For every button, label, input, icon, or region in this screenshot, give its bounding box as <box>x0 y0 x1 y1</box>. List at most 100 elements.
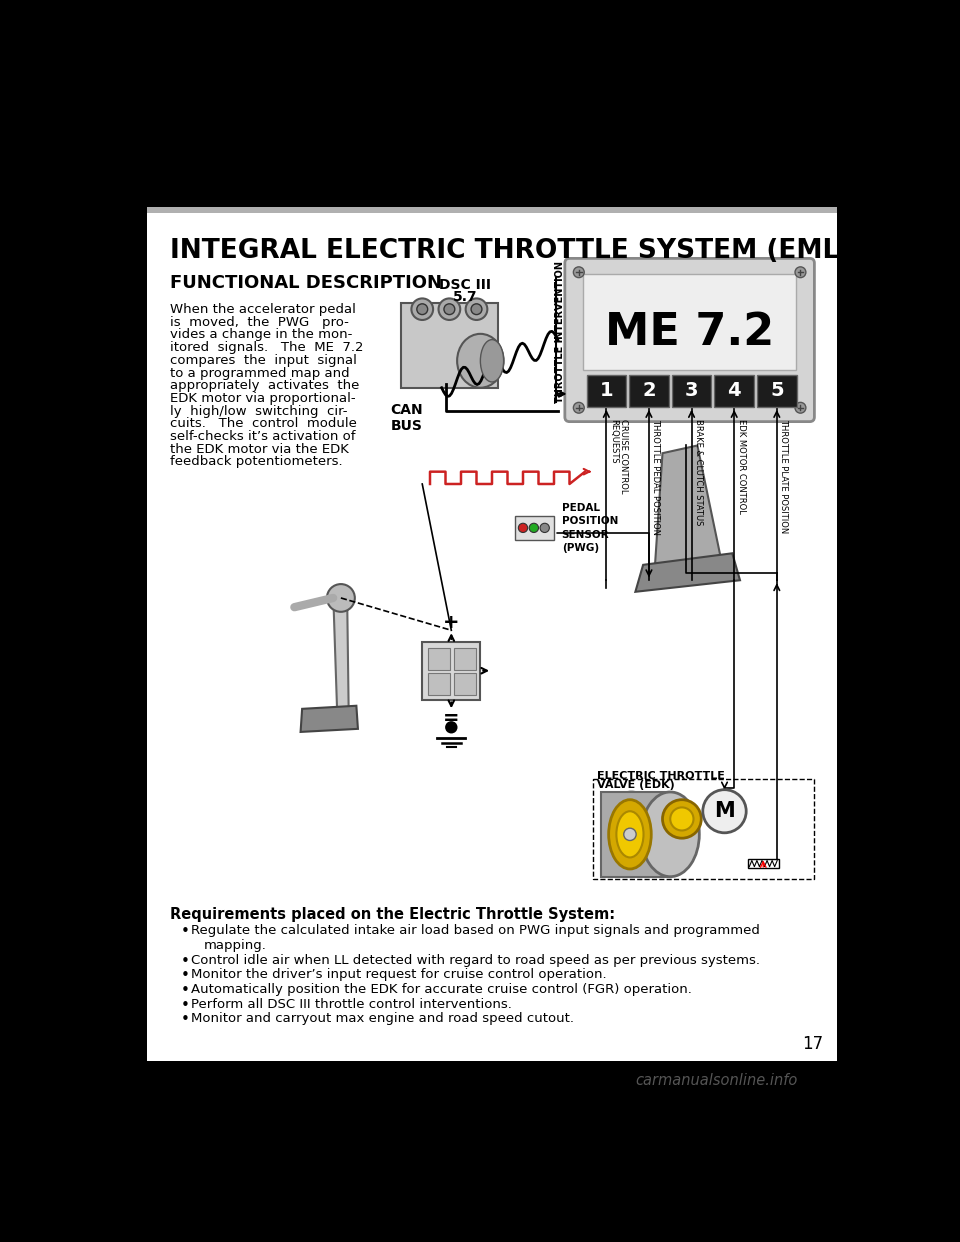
Polygon shape <box>636 553 740 591</box>
Circle shape <box>466 298 488 320</box>
Ellipse shape <box>670 807 693 831</box>
Text: •: • <box>180 982 189 999</box>
FancyBboxPatch shape <box>564 258 814 421</box>
Bar <box>587 375 626 407</box>
Text: CAN
BUS: CAN BUS <box>391 404 423 433</box>
Ellipse shape <box>616 811 643 857</box>
Text: •: • <box>180 954 189 969</box>
Text: appropriately  activates  the: appropriately activates the <box>170 379 360 392</box>
Ellipse shape <box>662 800 701 838</box>
Text: THROTTLE INTERVENTION: THROTTLE INTERVENTION <box>555 261 565 404</box>
Text: 17: 17 <box>803 1035 824 1053</box>
Text: itored  signals.   The  ME  7.2: itored signals. The ME 7.2 <box>170 342 364 354</box>
Bar <box>629 375 669 407</box>
Text: Monitor and carryout max engine and road speed cutout.: Monitor and carryout max engine and road… <box>191 1012 574 1025</box>
Circle shape <box>573 267 585 278</box>
Text: EDK MOTOR CONTROL: EDK MOTOR CONTROL <box>736 419 746 513</box>
Text: EDK motor via proportional-: EDK motor via proportional- <box>170 392 356 405</box>
Text: •: • <box>180 997 189 1012</box>
Ellipse shape <box>609 800 651 869</box>
Text: 5.7: 5.7 <box>452 289 477 304</box>
Bar <box>401 303 498 388</box>
Polygon shape <box>300 705 358 732</box>
Bar <box>454 673 476 696</box>
Text: VALVE (EDK): VALVE (EDK) <box>596 780 674 790</box>
Bar <box>601 792 670 877</box>
Ellipse shape <box>480 339 504 383</box>
Text: vides a change in the mon-: vides a change in the mon- <box>170 328 352 342</box>
Text: the EDK motor via the EDK: the EDK motor via the EDK <box>170 443 349 456</box>
Text: 1: 1 <box>599 381 613 400</box>
Text: ly  high/low  switching  cir-: ly high/low switching cir- <box>170 405 348 417</box>
Text: PEDAL
POSITION
SENSOR
(PWG): PEDAL POSITION SENSOR (PWG) <box>562 503 618 553</box>
Text: CRUISE CONTROL
REQUESTS: CRUISE CONTROL REQUESTS <box>609 419 628 493</box>
Circle shape <box>439 298 460 320</box>
Text: 2: 2 <box>642 381 656 400</box>
Circle shape <box>573 402 585 414</box>
Circle shape <box>703 790 746 833</box>
Bar <box>147 206 837 1062</box>
Text: compares  the  input  signal: compares the input signal <box>170 354 357 366</box>
Circle shape <box>471 304 482 314</box>
Circle shape <box>417 304 427 314</box>
Bar <box>422 642 480 699</box>
Text: to a programmed map and: to a programmed map and <box>170 366 350 380</box>
Bar <box>672 375 711 407</box>
Text: •: • <box>180 924 189 939</box>
Circle shape <box>795 402 805 414</box>
Text: THROTTLE PLATE POSITION: THROTTLE PLATE POSITION <box>780 419 788 533</box>
Text: self-checks it’s activation of: self-checks it’s activation of <box>170 430 356 443</box>
Bar <box>147 206 837 212</box>
Circle shape <box>795 267 805 278</box>
Text: INTEGRAL ELECTRIC THROTTLE SYSTEM (EML): INTEGRAL ELECTRIC THROTTLE SYSTEM (EML) <box>170 237 852 263</box>
Bar <box>714 375 754 407</box>
Text: THROTTLE PEDAL POSITION: THROTTLE PEDAL POSITION <box>651 419 660 534</box>
Bar <box>403 1033 833 1054</box>
Circle shape <box>624 828 636 841</box>
Ellipse shape <box>641 792 699 877</box>
Bar <box>584 273 796 370</box>
Circle shape <box>412 298 433 320</box>
Text: ELECTRIC THROTTLE: ELECTRIC THROTTLE <box>596 771 725 781</box>
Text: Requirements placed on the Electric Throttle System:: Requirements placed on the Electric Thro… <box>170 908 615 923</box>
Bar <box>592 779 814 879</box>
Text: When the accelerator pedal: When the accelerator pedal <box>170 303 356 315</box>
Text: feedback potentiometers.: feedback potentiometers. <box>170 456 343 468</box>
Circle shape <box>518 523 528 533</box>
Text: Automatically position the EDK for accurate cruise control (FGR) operation.: Automatically position the EDK for accur… <box>191 982 692 996</box>
Text: Regulate the calculated intake air load based on PWG input signals and programme: Regulate the calculated intake air load … <box>191 924 760 938</box>
Text: 3: 3 <box>684 381 698 400</box>
Text: DSC III: DSC III <box>439 278 491 292</box>
Polygon shape <box>655 446 721 569</box>
Text: 5: 5 <box>770 381 783 400</box>
Text: Control idle air when LL detected with regard to road speed as per previous syst: Control idle air when LL detected with r… <box>191 954 760 966</box>
Bar <box>428 648 450 669</box>
Text: cuits.   The  control  module: cuits. The control module <box>170 417 357 431</box>
Text: 4: 4 <box>728 381 741 400</box>
Circle shape <box>529 523 539 533</box>
Text: mapping.: mapping. <box>204 939 267 953</box>
Polygon shape <box>333 591 348 707</box>
Text: is  moved,  the  PWG   pro-: is moved, the PWG pro- <box>170 315 349 329</box>
Ellipse shape <box>457 334 504 388</box>
Text: FUNCTIONAL DESCRIPTION: FUNCTIONAL DESCRIPTION <box>170 273 443 292</box>
Text: •: • <box>180 1012 189 1027</box>
Text: ME 7.2: ME 7.2 <box>605 310 775 354</box>
Circle shape <box>445 722 458 734</box>
Circle shape <box>540 523 549 533</box>
Text: carmanualsonline.info: carmanualsonline.info <box>636 1073 798 1088</box>
Ellipse shape <box>603 792 660 877</box>
Circle shape <box>327 584 355 612</box>
Text: •: • <box>180 969 189 984</box>
Bar <box>748 859 779 868</box>
Circle shape <box>444 304 455 314</box>
Text: =: = <box>444 709 460 728</box>
Bar <box>150 1033 331 1054</box>
Bar <box>454 648 476 669</box>
Text: +: + <box>444 614 460 632</box>
Text: M: M <box>714 801 734 821</box>
Text: Perform all DSC III throttle control interventions.: Perform all DSC III throttle control int… <box>191 997 513 1011</box>
Text: BRAKE & CLUTCH STATUS: BRAKE & CLUTCH STATUS <box>694 419 703 525</box>
Bar <box>428 673 450 696</box>
Bar <box>516 515 554 540</box>
